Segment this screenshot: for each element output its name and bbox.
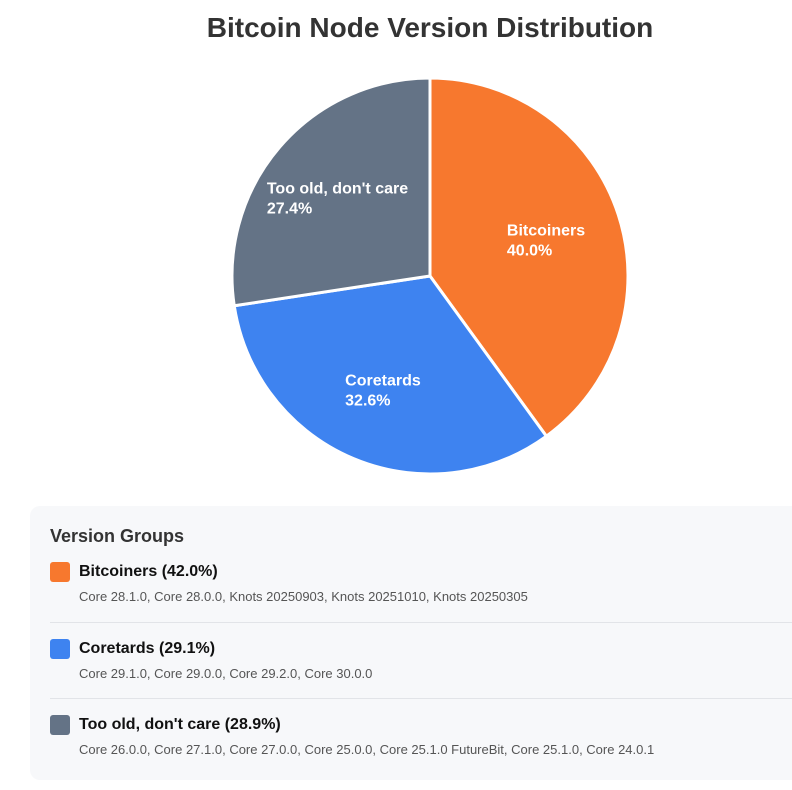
slice-name-label: Coretards (345, 373, 421, 390)
slice-percent-label: 32.6% (345, 393, 390, 410)
legend-item-name: Bitcoiners (42.0%) (79, 563, 218, 580)
legend-item-versions: Core 28.1.0, Core 28.0.0, Knots 20250903… (79, 589, 528, 604)
legend-item-coretards: Coretards (29.1%) Core 29.1.0, Core 29.0… (50, 622, 792, 699)
legend-item-bitcoiners: Bitcoiners (42.0%) Core 28.1.0, Core 28.… (50, 562, 792, 622)
slice-name-label: Bitcoiners (507, 222, 585, 239)
version-groups-panel: Version Groups Bitcoiners (42.0%) Core 2… (30, 506, 792, 780)
bitcoiners-color-swatch (50, 562, 70, 582)
pie-chart: Bitcoiners 40.0% Coretards 32.6% Too old, do… (230, 76, 630, 476)
pie-slice-too-old-don-t-care (230, 76, 432, 308)
chart-title: Bitcoin Node Version Distribution (206, 12, 654, 43)
legend-item-name: Too old, don't care (28.9%) (79, 716, 281, 733)
legend-item-name: Coretards (29.1%) (79, 640, 216, 657)
legend-item-too-old: Too old, don't care (28.9%) Core 26.0.0,… (50, 698, 792, 775)
legend-item-versions: Core 29.1.0, Core 29.0.0, Core 29.2.0, C… (79, 666, 373, 681)
slice-percent-label: 40.0% (507, 242, 552, 259)
pie-slice-coretards (232, 274, 548, 476)
pie-slice-bitcoiners (428, 76, 630, 438)
slice-percent-label: 27.4% (267, 200, 312, 217)
version-groups-heading: Version Groups (50, 526, 185, 546)
legend-item-versions: Core 26.0.0, Core 27.1.0, Core 27.0.0, C… (79, 742, 655, 757)
pie-slices (230, 76, 630, 476)
slice-name-label: Too old, don't care (267, 180, 408, 197)
pie-labels: Bitcoiners 40.0% Coretards 32.6% Too old, do… (267, 180, 585, 409)
coretards-color-swatch (50, 639, 70, 659)
too-old-color-swatch (50, 715, 70, 735)
